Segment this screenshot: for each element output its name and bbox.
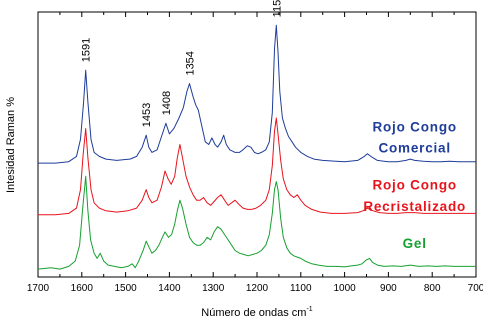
x-tick-label: 1500 xyxy=(114,283,137,294)
x-axis-title: Número de ondas cm-1 xyxy=(201,306,313,319)
series-label: Rojo Congo xyxy=(372,119,456,134)
series-label: Rojo Congo xyxy=(372,178,456,193)
x-tick-label: 1300 xyxy=(202,283,225,294)
x-tick-label: 1100 xyxy=(290,283,312,294)
series-labels: Rojo Congo Comercial Rojo Congo Recristaliz… xyxy=(363,119,466,251)
x-tick-label: 1400 xyxy=(158,283,181,294)
peak-label: 1156 xyxy=(271,0,283,17)
x-tick-label: 700 xyxy=(468,283,483,294)
spectra-lines xyxy=(37,24,476,270)
series-label: Comercial xyxy=(378,140,450,155)
series-line-2 xyxy=(37,175,476,270)
peak-label: 1591 xyxy=(81,38,93,62)
x-tick-label: 900 xyxy=(380,283,397,294)
series-line-1 xyxy=(38,117,476,216)
x-tick-label: 800 xyxy=(424,283,441,294)
x-tick-label: 1600 xyxy=(71,283,94,294)
x-tick-label: 1700 xyxy=(27,283,50,294)
peak-label: 1453 xyxy=(141,103,153,127)
series-label: Recristalizado xyxy=(363,199,466,214)
y-axis-title: Intesidad Raman % xyxy=(5,97,17,193)
plot-frame xyxy=(37,11,477,278)
x-axis-tick-labels: 1700 1600 1500 1400 1300 1200 1100 1000 900 800 70… xyxy=(27,283,483,294)
peak-labels: 1591 1453 1408 1354 1156 xyxy=(81,0,284,127)
x-tick-label: 1000 xyxy=(333,283,356,294)
x-tick-label: 1200 xyxy=(246,283,269,294)
x-axis xyxy=(37,12,477,277)
series-label: Gel xyxy=(403,236,427,251)
peak-label: 1354 xyxy=(184,51,196,75)
peak-label: 1408 xyxy=(161,91,173,115)
series-line-0 xyxy=(38,24,476,164)
